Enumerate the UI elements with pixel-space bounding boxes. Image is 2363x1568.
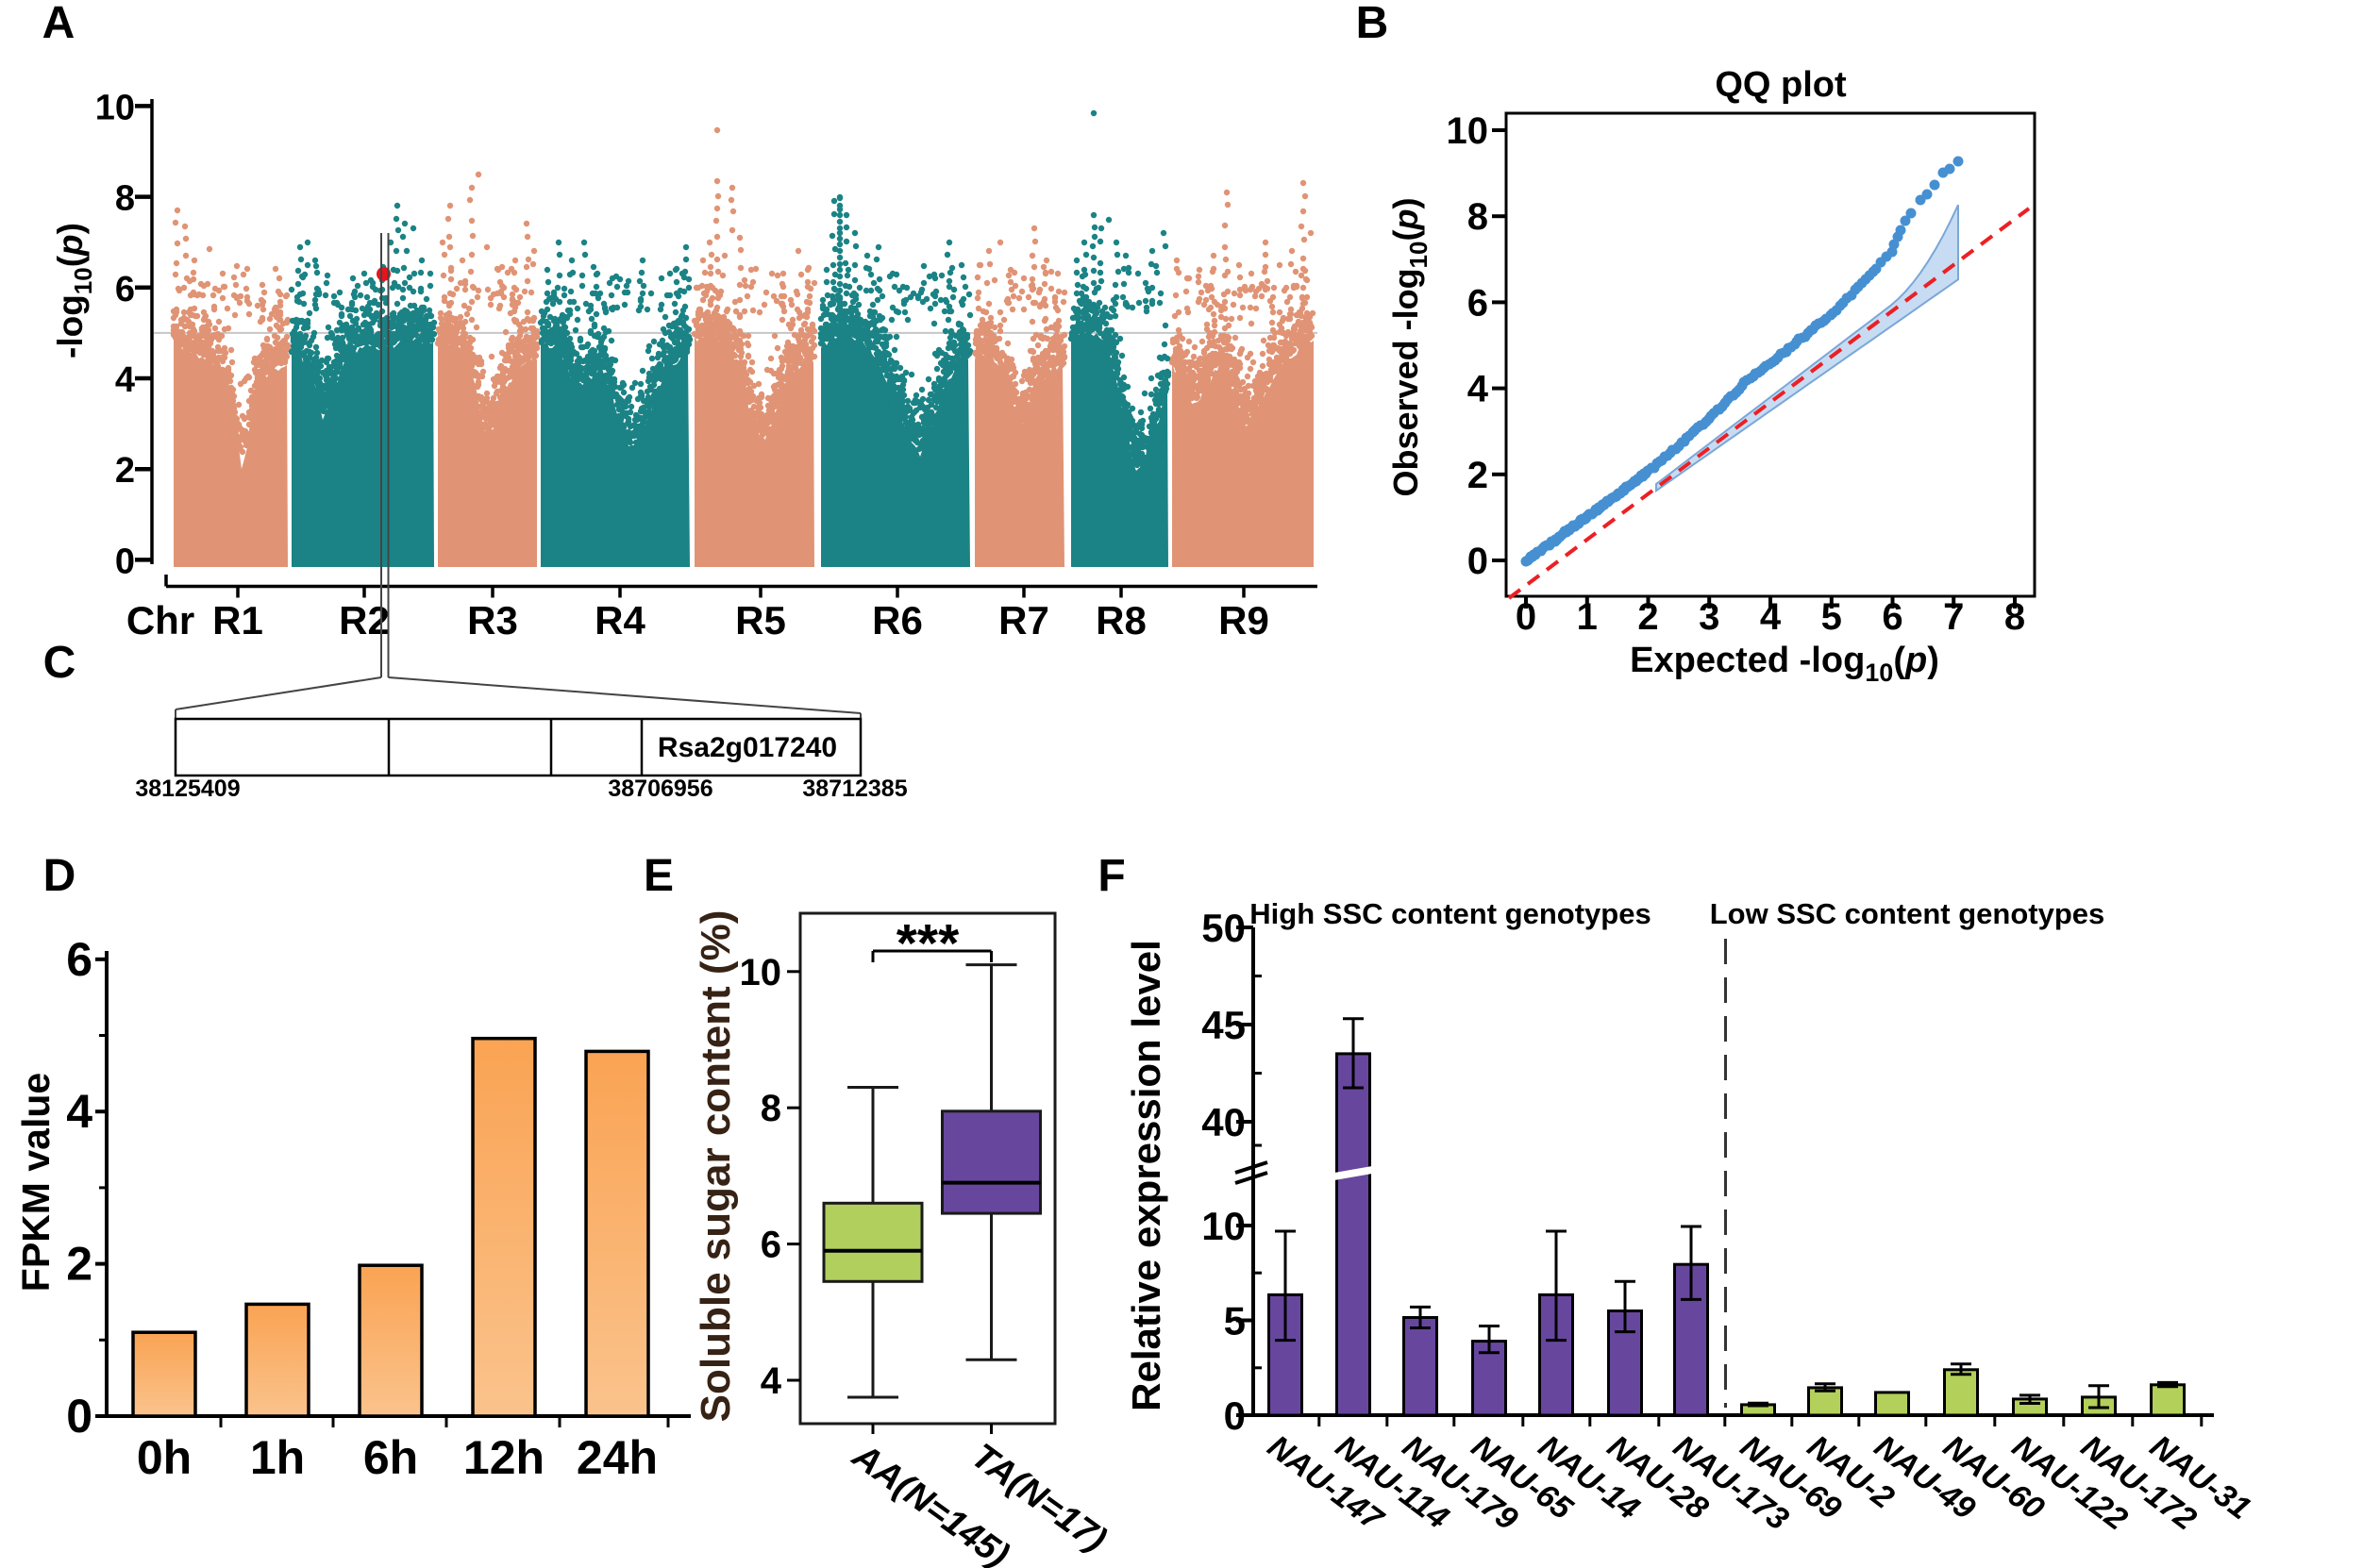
svg-text:6: 6	[1882, 596, 1902, 638]
svg-text:6h: 6h	[363, 1431, 418, 1484]
svg-text:45: 45	[1201, 1003, 1246, 1047]
svg-text:Low SSC content genotypes: Low SSC content genotypes	[1710, 897, 2105, 930]
svg-text:B: B	[1356, 0, 1389, 48]
svg-text:10: 10	[1447, 110, 1489, 152]
svg-text:4: 4	[1467, 369, 1489, 410]
svg-text:6: 6	[115, 270, 135, 309]
svg-text:-log10(p): -log10(p)	[51, 223, 97, 359]
svg-text:Chr: Chr	[126, 598, 194, 642]
svg-text:Soluble sugar content (%): Soluble sugar content (%)	[693, 910, 739, 1423]
svg-text:8: 8	[115, 179, 135, 219]
svg-text:F: F	[1098, 851, 1125, 901]
svg-text:2: 2	[115, 451, 135, 491]
svg-text:4: 4	[1760, 596, 1782, 638]
svg-text:5: 5	[1224, 1299, 1246, 1343]
svg-text:5: 5	[1821, 596, 1842, 638]
svg-text:D: D	[43, 851, 76, 901]
svg-text:0: 0	[1516, 596, 1536, 638]
svg-text:10: 10	[740, 952, 782, 993]
svg-text:4: 4	[66, 1085, 92, 1138]
svg-text:8: 8	[761, 1088, 781, 1129]
svg-text:10: 10	[95, 88, 135, 127]
svg-text:0: 0	[1467, 541, 1488, 582]
svg-text:C: C	[43, 638, 76, 688]
svg-text:R3: R3	[467, 598, 518, 642]
svg-text:2: 2	[66, 1238, 92, 1291]
svg-text:R1: R1	[212, 598, 263, 642]
svg-text:6: 6	[66, 933, 92, 986]
svg-text:A: A	[42, 0, 75, 48]
svg-text:2: 2	[1467, 455, 1488, 496]
svg-text:7: 7	[1943, 596, 1964, 638]
svg-text:R5: R5	[735, 598, 786, 642]
svg-text:12h: 12h	[463, 1431, 545, 1484]
svg-text:QQ plot: QQ plot	[1715, 65, 1847, 105]
svg-text:40: 40	[1201, 1100, 1246, 1144]
svg-text:E: E	[644, 851, 674, 901]
svg-text:R9: R9	[1218, 598, 1269, 642]
svg-text:R4: R4	[595, 598, 645, 642]
svg-text:38712385: 38712385	[802, 776, 907, 802]
svg-text:FPKM value: FPKM value	[14, 1073, 58, 1292]
svg-text:Relative expression level: Relative expression level	[1124, 940, 1168, 1411]
svg-text:38706956: 38706956	[608, 776, 712, 802]
svg-text:6: 6	[761, 1225, 781, 1266]
svg-text:0: 0	[115, 542, 135, 581]
svg-text:3: 3	[1699, 596, 1719, 638]
svg-text:High SSC content genotypes: High SSC content genotypes	[1249, 897, 1651, 930]
svg-text:R6: R6	[872, 598, 923, 642]
svg-text:6: 6	[1467, 282, 1488, 324]
svg-text:R8: R8	[1096, 598, 1147, 642]
svg-text:10: 10	[1201, 1204, 1246, 1248]
svg-text:Expected -log10(p): Expected -log10(p)	[1630, 641, 1939, 687]
svg-text:4: 4	[115, 360, 135, 400]
svg-text:1: 1	[1577, 596, 1598, 638]
svg-text:1h: 1h	[250, 1431, 305, 1484]
svg-text:50: 50	[1201, 906, 1246, 950]
svg-text:0h: 0h	[137, 1431, 192, 1484]
svg-text:0: 0	[66, 1390, 92, 1443]
svg-text:2: 2	[1637, 596, 1658, 638]
svg-text:R7: R7	[998, 598, 1049, 642]
svg-text:24h: 24h	[577, 1431, 658, 1484]
svg-text:38125409: 38125409	[135, 776, 240, 802]
svg-text:0: 0	[1224, 1393, 1246, 1438]
svg-text:Rsa2g017240: Rsa2g017240	[658, 732, 837, 763]
svg-text:4: 4	[761, 1360, 782, 1402]
svg-text:***: ***	[897, 913, 960, 974]
svg-text:8: 8	[1467, 196, 1488, 238]
svg-text:8: 8	[2004, 596, 2025, 638]
